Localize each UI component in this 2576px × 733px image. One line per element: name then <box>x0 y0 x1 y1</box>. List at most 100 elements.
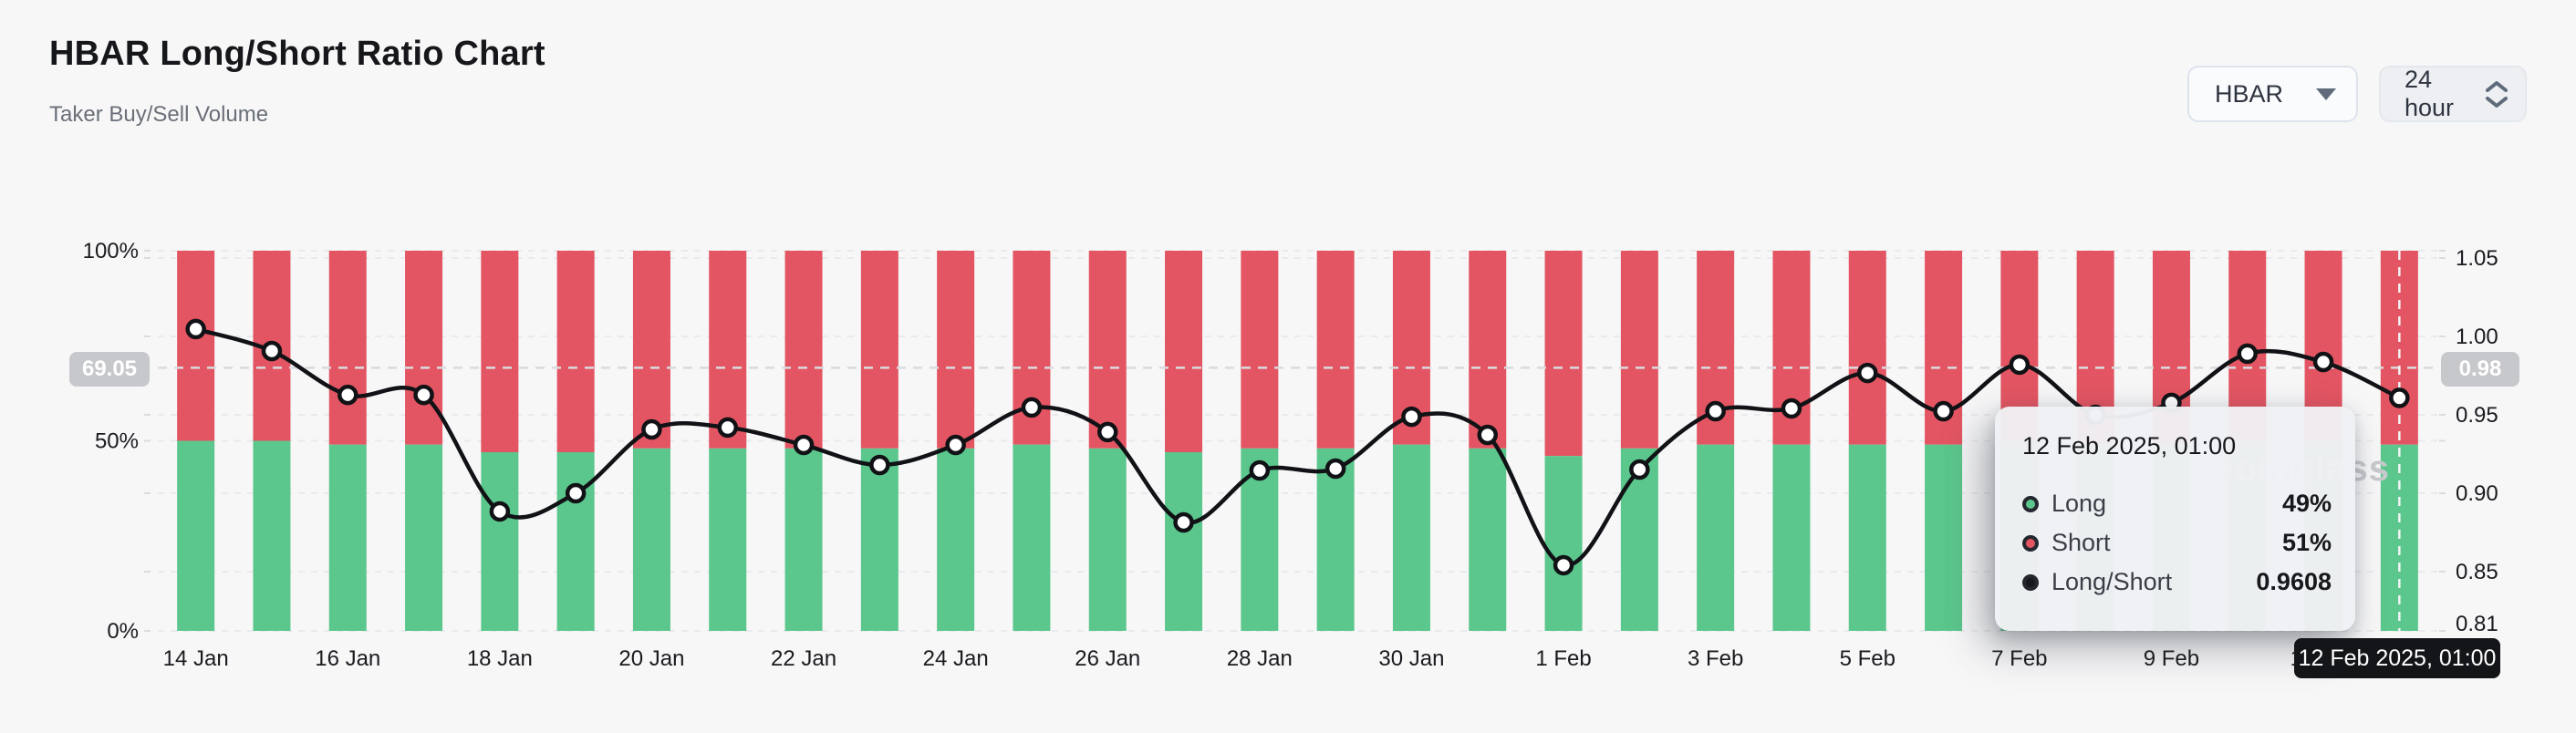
long-bar[interactable] <box>1088 448 1127 631</box>
up-down-chevrons-icon <box>2485 80 2508 108</box>
line-point[interactable] <box>1553 554 1574 576</box>
long-bar[interactable] <box>1848 444 1886 631</box>
long-bar[interactable] <box>784 448 823 631</box>
long-bar[interactable] <box>1165 452 1203 631</box>
chart-tooltip: 12 Feb 2025, 01:00 Long 49% Short 51% Lo… <box>1995 407 2355 631</box>
short-bar[interactable] <box>1241 251 1279 449</box>
short-bar[interactable] <box>632 251 670 449</box>
symbol-select-value: HBAR <box>2215 79 2284 108</box>
line-point[interactable] <box>1097 421 1118 443</box>
tooltip-short-label: Short <box>2051 529 2111 556</box>
short-bar[interactable] <box>556 251 595 453</box>
ratio-series-dot-icon <box>2022 573 2039 591</box>
line-point[interactable] <box>413 384 434 406</box>
long-bar[interactable] <box>1772 444 1811 631</box>
line-point-active[interactable] <box>2389 387 2410 408</box>
short-bar[interactable] <box>2380 251 2418 445</box>
chevron-down-icon <box>2316 88 2336 100</box>
line-point[interactable] <box>869 454 890 476</box>
x-axis-label: 20 Jan <box>618 646 684 671</box>
page-subtitle: Taker Buy/Sell Volume <box>49 102 269 127</box>
short-bar[interactable] <box>1165 251 1203 453</box>
line-point[interactable] <box>945 434 966 456</box>
short-bar[interactable] <box>481 251 519 453</box>
right-axis-crosshair-badge: 0.98 <box>2441 352 2519 387</box>
line-point[interactable] <box>1249 459 1271 481</box>
line-point[interactable] <box>1857 362 1878 384</box>
line-point[interactable] <box>641 418 662 440</box>
line-point[interactable] <box>1477 424 1498 446</box>
short-bar[interactable] <box>709 251 747 449</box>
line-point[interactable] <box>185 318 206 340</box>
line-point[interactable] <box>2237 343 2258 365</box>
line-point[interactable] <box>489 501 511 522</box>
left-axis-crosshair-badge: 69.05 <box>69 352 150 387</box>
interval-select[interactable]: 24 hour <box>2379 66 2527 122</box>
y-axis-label-right: 0.81 <box>2456 612 2498 636</box>
x-axis-label: 26 Jan <box>1075 646 1140 671</box>
line-point[interactable] <box>2009 354 2031 376</box>
x-axis-label: 5 Feb <box>1840 646 1896 671</box>
short-bar[interactable] <box>1620 251 1658 449</box>
y-axis-label-right: 0.90 <box>2456 481 2498 506</box>
y-axis-label-right: 1.05 <box>2456 246 2498 271</box>
line-point[interactable] <box>2312 351 2334 373</box>
x-axis-label: 30 Jan <box>1378 646 1444 671</box>
long-bar[interactable] <box>1392 444 1430 631</box>
page-title: HBAR Long/Short Ratio Chart <box>49 35 545 73</box>
long-bar[interactable] <box>177 440 215 632</box>
long-bar[interactable] <box>709 448 747 631</box>
short-bar[interactable] <box>860 251 898 449</box>
short-bar[interactable] <box>1088 251 1127 449</box>
symbol-select[interactable]: HBAR <box>2187 66 2358 122</box>
short-bar[interactable] <box>784 251 823 449</box>
long-bar[interactable] <box>860 448 898 631</box>
tooltip-row-short: Short 51% <box>2022 523 2332 563</box>
long-bar[interactable] <box>481 452 519 631</box>
short-bar[interactable] <box>177 251 215 441</box>
short-bar[interactable] <box>405 251 443 445</box>
line-point[interactable] <box>793 434 815 456</box>
long-bar[interactable] <box>556 452 595 631</box>
y-axis-label-right: 0.95 <box>2456 403 2498 428</box>
line-point[interactable] <box>338 384 358 406</box>
line-point[interactable] <box>1324 458 1346 480</box>
long-bar[interactable] <box>328 444 367 631</box>
x-axis-label: 9 Feb <box>2144 646 2199 671</box>
x-axis-crosshair-label: 12 Feb 2025, 01:00 <box>2294 638 2500 678</box>
short-bar[interactable] <box>1469 251 1507 449</box>
line-point[interactable] <box>1933 400 1954 422</box>
tooltip-short-value: 51% <box>2281 529 2332 556</box>
y-axis-label-left: 100% <box>83 239 139 263</box>
line-point[interactable] <box>565 482 587 504</box>
long-bar[interactable] <box>405 444 443 631</box>
long-bar[interactable] <box>1469 448 1507 631</box>
long-bar[interactable] <box>253 440 291 632</box>
x-axis-label: 24 Jan <box>923 646 989 671</box>
x-axis-label: 7 Feb <box>1991 646 2047 671</box>
line-point[interactable] <box>1021 397 1043 418</box>
long-bar[interactable] <box>1925 444 1963 631</box>
tooltip-long-value: 49% <box>2281 490 2332 517</box>
short-bar[interactable] <box>1544 251 1583 457</box>
long-bar[interactable] <box>632 448 670 631</box>
short-bar[interactable] <box>1316 251 1355 449</box>
line-point[interactable] <box>1401 406 1422 428</box>
long-bar[interactable] <box>1544 456 1583 631</box>
short-bar[interactable] <box>937 251 975 449</box>
line-point[interactable] <box>1173 511 1194 533</box>
short-bar[interactable] <box>1848 251 1886 445</box>
long-bar[interactable] <box>1013 444 1051 631</box>
long-bar[interactable] <box>937 448 975 631</box>
line-point[interactable] <box>261 340 283 362</box>
tooltip-title: 12 Feb 2025, 01:00 <box>2022 432 2237 459</box>
long-bar[interactable] <box>1697 444 1735 631</box>
line-point[interactable] <box>1781 397 1802 419</box>
line-point[interactable] <box>717 417 738 439</box>
line-point[interactable] <box>1629 459 1650 480</box>
short-bar[interactable] <box>328 251 367 445</box>
y-axis-label-left: 50% <box>95 429 139 454</box>
x-axis-label: 18 Jan <box>467 646 533 671</box>
line-point[interactable] <box>1705 400 1726 422</box>
